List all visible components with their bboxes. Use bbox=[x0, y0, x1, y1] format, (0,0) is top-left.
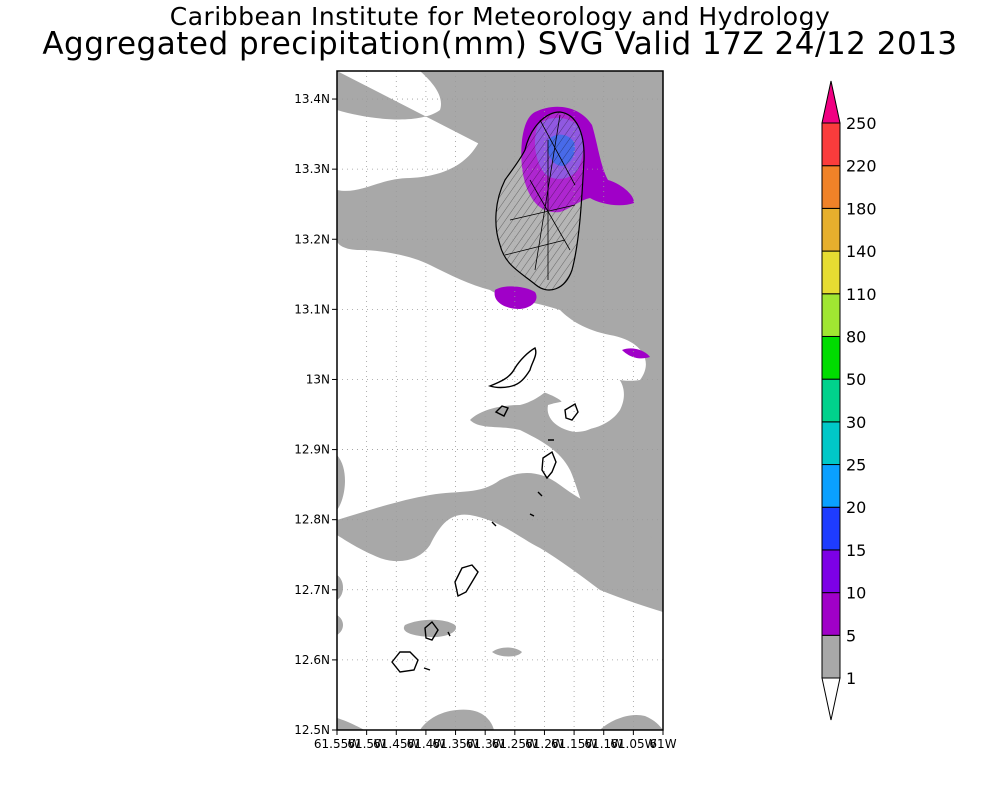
map-frame bbox=[336, 70, 664, 731]
colorbar-label: 220 bbox=[846, 157, 877, 176]
x-tick-label: 61.05W bbox=[610, 737, 656, 751]
y-tick-label: 12.5N bbox=[294, 723, 330, 737]
colorbar-segment bbox=[821, 293, 841, 337]
colorbar-segment bbox=[821, 634, 841, 679]
colorbar-label: 110 bbox=[846, 285, 877, 304]
x-tick-label: 61.5W bbox=[347, 737, 386, 751]
chart-title-line1: Caribbean Institute for Meteorology and … bbox=[169, 2, 831, 31]
colorbar-label: 140 bbox=[846, 242, 877, 261]
x-tick-label: 61.4W bbox=[407, 737, 446, 751]
colorbar-segment bbox=[821, 421, 841, 466]
x-tick-label: 61.55W bbox=[314, 737, 360, 751]
gray-region-patch-east bbox=[547, 400, 599, 432]
y-tick-label: 12.9N bbox=[294, 443, 330, 457]
colorbar-label: 25 bbox=[846, 456, 866, 475]
island-mayreau bbox=[541, 450, 557, 480]
purple-region-blob-west bbox=[494, 286, 537, 309]
y-tick-label: 12.8N bbox=[294, 513, 330, 527]
island-grenada-north bbox=[391, 651, 431, 673]
island-bequia bbox=[487, 347, 537, 389]
island-union bbox=[491, 439, 554, 527]
y-tick-label: 13.1N bbox=[294, 302, 330, 316]
y-tick-label: 12.6N bbox=[294, 653, 330, 667]
y-tick-label: 13.3N bbox=[294, 162, 330, 176]
colorbar-segment bbox=[821, 464, 841, 508]
precip-field bbox=[337, 71, 663, 730]
colorbar-label: 180 bbox=[846, 199, 877, 218]
y-tick-label: 13.4N bbox=[294, 92, 330, 106]
gray-region-south-band bbox=[337, 455, 663, 612]
colorbar-segment bbox=[821, 122, 841, 167]
colorbar-label: 30 bbox=[846, 413, 866, 432]
purple-region-blob-east bbox=[622, 348, 650, 359]
colorbar-segment bbox=[821, 549, 841, 594]
gray-region-southwest bbox=[337, 575, 663, 730]
colorbar-label: 80 bbox=[846, 327, 866, 346]
colorbar-max-triangle bbox=[821, 80, 841, 124]
y-tick-label: 12.7N bbox=[294, 583, 330, 597]
colorbar-label: 250 bbox=[846, 114, 877, 133]
x-tick-label: 61.45W bbox=[373, 737, 419, 751]
colorbar-label: 50 bbox=[846, 370, 866, 389]
x-tick-label: 61.2W bbox=[525, 737, 564, 751]
colorbar-label: 20 bbox=[846, 498, 866, 517]
x-tick-label: 61W bbox=[649, 737, 676, 751]
x-tick-label: 61.3W bbox=[466, 737, 505, 751]
colorbar-min-triangle bbox=[821, 677, 841, 721]
island-mustique bbox=[494, 405, 509, 417]
x-tick-label: 61.25W bbox=[492, 737, 538, 751]
island-st-vincent bbox=[495, 111, 585, 291]
x-axis: 61.55W61.5W61.45W61.4W61.35W61.3W61.25W6… bbox=[314, 730, 677, 751]
colorbar-segment bbox=[821, 165, 841, 209]
colorbar-label: 5 bbox=[846, 626, 856, 645]
x-tick-label: 61.35W bbox=[432, 737, 478, 751]
colorbar-label: 10 bbox=[846, 584, 866, 603]
y-tick-label: 13.2N bbox=[294, 232, 330, 246]
x-tick-label: 61.1W bbox=[584, 737, 623, 751]
colorbar-segment bbox=[821, 592, 841, 636]
colorbar-segment bbox=[821, 506, 841, 551]
colorbar-label: 15 bbox=[846, 541, 866, 560]
island-canouan bbox=[564, 402, 579, 421]
y-tick-label: 13N bbox=[306, 372, 330, 386]
colorbar-segment bbox=[821, 250, 841, 295]
grenadines-islands bbox=[391, 347, 579, 673]
y-axis: 13.4N 13.3N 13.2N 13.1N 13N 12.9N 12.8N 12.7N 12… bbox=[294, 92, 337, 737]
colorbar-segment bbox=[821, 378, 841, 423]
island-carriacou bbox=[454, 564, 479, 598]
colorbar-label: 1 bbox=[846, 669, 856, 688]
chart-title-line2: Aggregated precipitation(mm) SVG Valid 1… bbox=[42, 26, 958, 62]
island-petite-martinique bbox=[424, 620, 451, 641]
x-tick-label: 61.15W bbox=[551, 737, 597, 751]
colorbar-segment bbox=[821, 335, 841, 380]
colorbar-segment bbox=[821, 207, 841, 252]
